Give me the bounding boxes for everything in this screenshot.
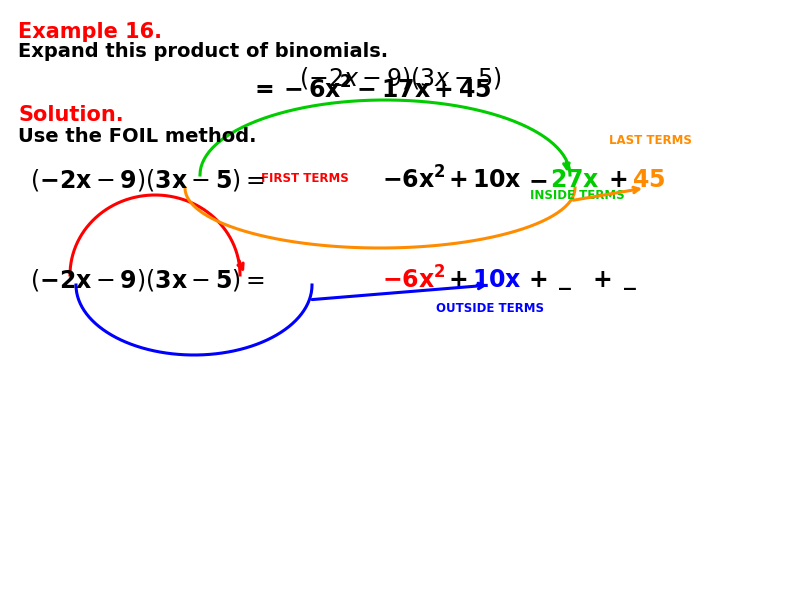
Text: $\mathbf{+}$: $\mathbf{+}$ [448,268,467,292]
Text: $\mathbf{+}$: $\mathbf{+}$ [592,268,611,292]
Text: INSIDE TERMS: INSIDE TERMS [530,189,625,202]
Text: $\mathbf{10x}$: $\mathbf{10x}$ [472,168,522,192]
Text: OUTSIDE TERMS: OUTSIDE TERMS [436,302,544,315]
Text: $(-2x-9)(3x-5)$: $(-2x-9)(3x-5)$ [298,65,502,91]
Text: $\mathbf{-6x^2}$: $\mathbf{-6x^2}$ [382,266,446,293]
Text: $\mathbf{\_}$: $\mathbf{\_}$ [558,268,572,292]
Text: Solution.: Solution. [18,105,124,125]
Text: FIRST TERMS: FIRST TERMS [261,172,349,185]
Text: $\mathbf{\_}$: $\mathbf{\_}$ [623,268,637,292]
Text: $\mathbf{+}$: $\mathbf{+}$ [528,268,547,292]
Text: $\mathbf{+}$: $\mathbf{+}$ [608,168,627,192]
Text: LAST TERMS: LAST TERMS [609,134,691,147]
Text: $\mathbf{-}$: $\mathbf{-}$ [528,168,547,192]
Text: $(\mathbf{-2x}-\mathbf{9})(\mathbf{3x}-\mathbf{5})=$: $(\mathbf{-2x}-\mathbf{9})(\mathbf{3x}-\… [30,267,265,293]
Text: $(\mathbf{-2x}-\mathbf{9})(\mathbf{3x}-\mathbf{5})=$: $(\mathbf{-2x}-\mathbf{9})(\mathbf{3x}-\… [30,167,265,193]
Text: $\mathbf{45}$: $\mathbf{45}$ [632,168,666,192]
Text: $\mathbf{10x}$: $\mathbf{10x}$ [472,268,522,292]
Text: $\mathbf{-6x^2}$: $\mathbf{-6x^2}$ [382,166,446,194]
Text: $\mathbf{+}$: $\mathbf{+}$ [448,168,467,192]
Text: $\mathbf{=-6x^2-17x+45}$: $\mathbf{=-6x^2-17x+45}$ [250,76,491,104]
Text: Expand this product of binomials.: Expand this product of binomials. [18,42,388,61]
Text: $\mathbf{27x}$: $\mathbf{27x}$ [550,168,600,192]
Text: Use the FOIL method.: Use the FOIL method. [18,127,257,146]
Text: Example 16.: Example 16. [18,22,162,42]
